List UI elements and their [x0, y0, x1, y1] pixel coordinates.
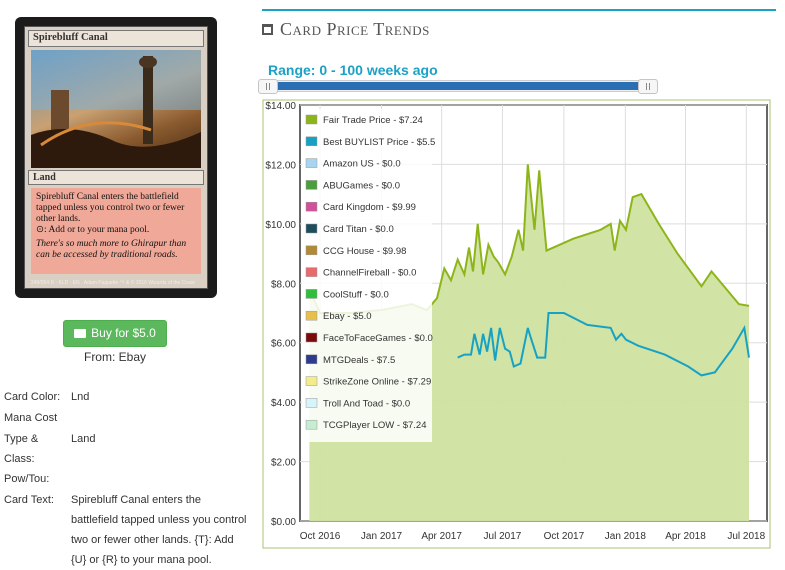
legend-swatch	[305, 376, 318, 386]
x-tick-label: Jan 2017	[361, 531, 403, 542]
legend-label: CoolStuff - $0.0	[323, 289, 389, 300]
card-type-line: Land	[28, 170, 204, 185]
y-tick-label: $8.00	[271, 279, 296, 290]
detail-key: Type & Class:	[4, 433, 39, 465]
legend-swatch	[305, 332, 318, 343]
detail-key: Mana Cost	[4, 412, 58, 424]
legend-swatch	[305, 419, 318, 430]
series-line-fair-trade	[308, 164, 750, 314]
range-slider-handle-start[interactable]	[258, 79, 278, 94]
card-image: Spirebluff Canal Land Spirebluff Canal e…	[15, 17, 217, 298]
detail-key: Card Text:	[4, 494, 54, 506]
y-tick-label: $14.00	[265, 101, 296, 112]
card-text-box: Spirebluff Canal enters the battlefield …	[31, 188, 201, 274]
detail-key: Card Color:	[4, 391, 61, 403]
legend-label: FaceToFaceGames - $0.0	[323, 333, 433, 344]
y-tick-label: $4.00	[271, 398, 296, 409]
legend-label: Card Kingdom - $9.99	[323, 202, 416, 213]
card-rules-text: Spirebluff Canal enters the battlefield …	[36, 192, 185, 224]
legend-label: StrikeZone Online - $7.29	[323, 377, 431, 388]
detail-row: Type & Class: Land	[4, 429, 250, 469]
range-slider-handle-end[interactable]	[638, 79, 658, 94]
legend-label: Fair Trade Price - $7.24	[323, 115, 423, 126]
detail-row: Card Text: Spirebluff Canal enters the ba…	[4, 490, 250, 570]
legend-label: Best BUYLIST Price - $5.5	[323, 137, 435, 148]
x-tick-label: Jul 2017	[484, 531, 522, 542]
legend-label: Troll And Toad - $0.0	[323, 398, 410, 409]
legend-swatch	[305, 310, 318, 321]
buy-source: From: Ebay	[83, 350, 146, 364]
legend-swatch	[305, 223, 318, 234]
section-title-text: Card Price Trends	[280, 19, 430, 39]
x-tick-label: Oct 2016	[300, 531, 341, 542]
calendar-icon	[262, 24, 273, 35]
detail-row: Pow/Tou:	[4, 469, 250, 490]
x-tick-label: Jan 2018	[605, 531, 647, 542]
x-tick-label: Apr 2017	[421, 531, 462, 542]
detail-value: Spirebluff Canal enters the battlefield …	[71, 494, 247, 566]
y-tick-label: $12.00	[265, 160, 296, 171]
legend-label: Ebay - $5.0	[323, 311, 372, 322]
legend-swatch	[305, 267, 318, 277]
card-mana-text: : Add or to your mana pool.	[43, 224, 150, 235]
card-art-illustration	[31, 50, 201, 168]
legend-box	[302, 109, 432, 442]
card-footer: 249/264 R · KLD · EN · Adam Paquette ™ &…	[31, 280, 195, 286]
tap-symbol-icon: ⊙	[36, 224, 44, 235]
shopping-cart-icon	[74, 329, 87, 338]
legend-label: CCG House - $9.98	[323, 246, 406, 257]
series-line-buylist	[457, 312, 750, 377]
legend-label: MTGDeals - $7.5	[323, 355, 395, 366]
detail-key: Pow/Tou:	[4, 473, 50, 485]
legend-swatch	[305, 201, 318, 212]
legend-swatch	[305, 245, 318, 256]
legend-swatch	[305, 354, 318, 365]
detail-value	[71, 408, 250, 429]
legend-label: Card Titan - $0.0	[323, 224, 394, 235]
detail-value: Lnd	[71, 391, 90, 403]
legend-label: ChannelFireball - $0.0	[323, 268, 416, 279]
card-art	[31, 50, 201, 168]
card-frame: Spirebluff Canal Land Spirebluff Canal e…	[24, 26, 208, 289]
price-chart: $0.00 $2.00 $4.00 $6.00 $8.00 $10.00 $12.00 $14…	[262, 99, 772, 549]
legend-swatch	[305, 114, 318, 125]
x-tick-label: Jul 2018	[727, 531, 765, 542]
buy-button-label: Buy for $5.0	[91, 326, 156, 340]
legend-swatch	[305, 136, 318, 147]
section-divider	[262, 9, 776, 11]
card-flavor-text: There's so much more to Ghirapur than ca…	[36, 238, 187, 260]
range-label: Range: 0 - 100 weeks ago	[268, 62, 438, 78]
legend-swatch	[305, 398, 318, 408]
section-title: Card Price Trends	[262, 19, 430, 40]
legend-label: TCGPlayer LOW - $7.24	[323, 420, 426, 431]
y-tick-label: $0.00	[271, 517, 296, 528]
y-tick-label: $6.00	[271, 339, 296, 350]
range-slider[interactable]	[258, 79, 658, 94]
y-tick-label: $10.00	[265, 220, 296, 231]
card-details: Card Color: Lnd Mana Cost Type & Class: La…	[4, 387, 250, 570]
y-tick-label: $2.00	[271, 458, 296, 469]
x-tick-label: Apr 2018	[665, 531, 706, 542]
detail-value	[71, 469, 250, 490]
card-mana-line: ⊙: Add or to your mana pool.	[36, 225, 196, 236]
detail-value: Land	[71, 433, 96, 445]
card-name: Spirebluff Canal	[28, 30, 204, 47]
buy-button[interactable]: Buy for $5.0	[63, 320, 167, 347]
legend-label: Amazon US - $0.0	[323, 159, 401, 170]
detail-row: Card Color: Lnd	[4, 387, 250, 408]
price-chart-svg: $0.00 $2.00 $4.00 $6.00 $8.00 $10.00 $12.00 $14…	[262, 99, 771, 549]
legend-swatch	[305, 289, 318, 299]
legend-label: ABUGames - $0.0	[323, 180, 400, 191]
legend-swatch	[305, 180, 318, 190]
range-slider-fill	[270, 82, 646, 90]
legend-swatch	[305, 158, 318, 168]
x-tick-label: Oct 2017	[544, 531, 585, 542]
detail-row: Mana Cost	[4, 408, 250, 429]
